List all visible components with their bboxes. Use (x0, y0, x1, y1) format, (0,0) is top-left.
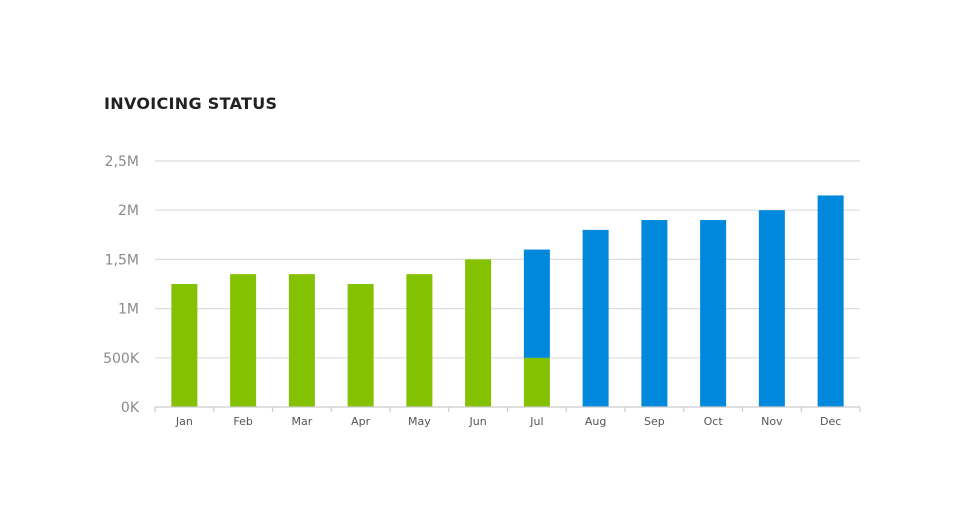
y-tick-label: 1,5M (105, 252, 139, 268)
x-tick-label: May (408, 415, 431, 428)
x-tick-label: Jan (175, 415, 193, 428)
x-tick-label: Oct (704, 415, 724, 428)
x-tick-label: Apr (351, 415, 371, 428)
x-tick-label: Mar (291, 415, 312, 428)
y-tick-label: 2,5M (105, 154, 139, 170)
gridlines (155, 160, 860, 359)
chart-title: INVOICING STATUS (104, 94, 278, 113)
bar-nov (758, 210, 785, 407)
x-tick-label: Nov (761, 415, 783, 428)
bars (171, 195, 844, 407)
x-axis: Jan Feb Mar Apr May Jun Jul Aug Sep Oct Nov Dec (154, 406, 861, 428)
x-tick-label: Aug (585, 415, 606, 428)
bar-oct (700, 220, 727, 407)
bar-apr (347, 284, 374, 407)
bar-sep (641, 220, 668, 407)
y-tick-label: 2M (118, 203, 139, 219)
bar-jul (523, 249, 550, 358)
bar-may (406, 274, 433, 407)
y-axis-ticks: 0K 500K 1M 1,5M 2M 2,5M (103, 154, 140, 416)
bar-aug (582, 229, 609, 407)
x-tick-label: Jun (469, 415, 487, 428)
bar-jun (465, 259, 492, 407)
x-tick-label: Jul (529, 415, 543, 428)
bar-jul (523, 357, 550, 407)
bar-jan (171, 284, 198, 407)
bar-mar (288, 274, 315, 407)
x-tick-label: Sep (644, 415, 665, 428)
x-tick-label: Feb (233, 415, 252, 428)
y-tick-label: 0K (121, 400, 140, 416)
x-tick-label: Dec (820, 415, 841, 428)
y-tick-label: 500K (103, 351, 140, 367)
bar-dec (817, 195, 844, 407)
bar-feb (230, 274, 257, 407)
y-tick-label: 1M (118, 302, 139, 318)
